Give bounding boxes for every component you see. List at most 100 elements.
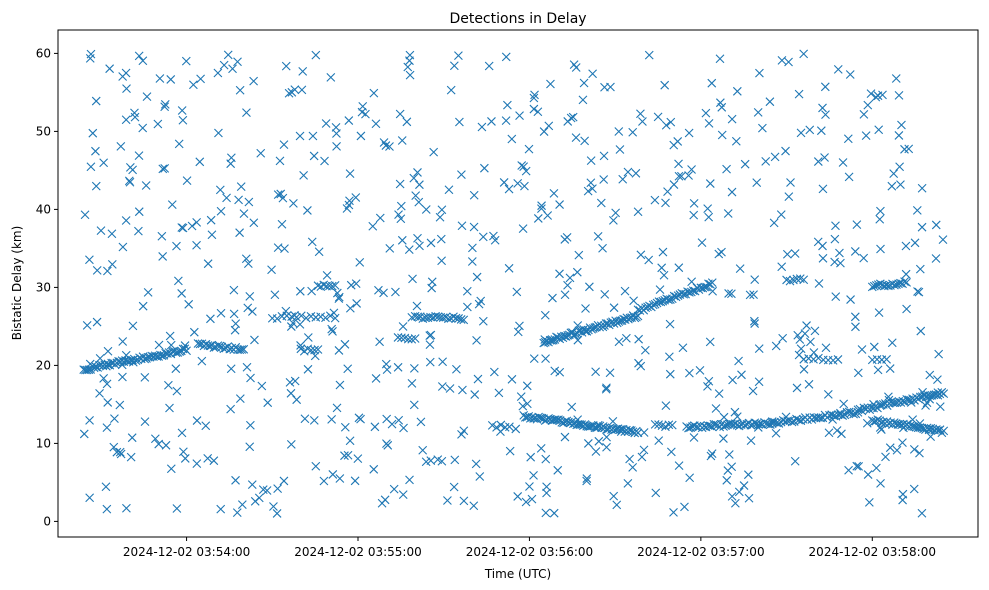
data-point <box>125 163 135 172</box>
data-point <box>85 415 94 425</box>
data-point <box>882 354 891 364</box>
data-point <box>232 508 242 518</box>
data-point <box>658 247 668 257</box>
data-point <box>254 493 264 503</box>
data-point <box>861 131 871 140</box>
data-point <box>225 344 235 354</box>
data-point <box>319 280 329 290</box>
data-point <box>351 279 361 289</box>
x-tick-label: 2024-12-02 03:56:00 <box>466 545 593 559</box>
data-point <box>91 146 100 156</box>
data-point <box>891 74 901 83</box>
data-point <box>787 417 797 427</box>
data-point <box>634 334 644 344</box>
data-point <box>518 401 528 411</box>
data-point <box>141 181 151 190</box>
data-point <box>276 189 286 199</box>
data-point <box>457 430 466 439</box>
data-point <box>352 299 362 308</box>
data-point <box>273 190 283 200</box>
data-point <box>353 454 363 464</box>
data-point <box>125 177 135 187</box>
data-point <box>334 294 344 303</box>
data-point <box>177 289 187 298</box>
data-point <box>239 209 249 219</box>
data-point <box>505 422 514 432</box>
data-point <box>882 280 891 290</box>
data-point <box>80 210 90 220</box>
data-point <box>298 66 308 76</box>
data-point <box>900 277 909 287</box>
data-point <box>636 250 646 260</box>
data-point <box>393 362 403 372</box>
data-point <box>833 65 843 74</box>
data-point <box>623 478 633 488</box>
data-point <box>580 136 590 146</box>
x-tick-label: 2024-12-02 03:54:00 <box>123 545 250 559</box>
data-point <box>321 119 331 128</box>
data-point <box>525 482 534 491</box>
data-point <box>475 472 485 481</box>
data-point <box>245 442 255 452</box>
data-point <box>665 369 675 379</box>
data-point <box>426 238 436 248</box>
data-point <box>286 388 296 398</box>
data-point <box>824 428 834 438</box>
data-point <box>836 258 845 268</box>
data-point <box>599 175 609 184</box>
data-point <box>418 445 428 455</box>
data-point <box>342 204 352 213</box>
data-point <box>674 159 683 169</box>
data-point <box>171 364 181 374</box>
data-point <box>395 179 405 189</box>
data-point <box>505 446 515 456</box>
data-point <box>395 109 405 119</box>
data-point <box>138 123 148 133</box>
data-point <box>669 180 679 189</box>
data-point <box>458 385 467 395</box>
data-point <box>96 226 106 236</box>
data-point <box>650 419 660 429</box>
data-point <box>894 131 904 140</box>
data-point <box>541 354 550 363</box>
data-point <box>249 218 259 228</box>
data-point <box>157 231 167 241</box>
data-point <box>473 374 483 384</box>
data-point <box>160 100 170 109</box>
data-point <box>82 320 92 330</box>
data-point <box>754 377 764 387</box>
data-point <box>155 74 165 83</box>
data-point <box>902 304 911 314</box>
data-point <box>633 428 643 438</box>
data-point <box>666 447 676 457</box>
data-point <box>921 401 930 410</box>
data-point <box>902 278 911 287</box>
data-point <box>262 486 272 495</box>
data-point <box>707 449 717 459</box>
data-point <box>876 425 886 434</box>
data-point <box>462 286 472 296</box>
data-point <box>207 230 217 240</box>
data-point <box>237 500 247 509</box>
data-point <box>158 164 168 174</box>
data-point <box>192 217 202 227</box>
data-point <box>233 57 242 67</box>
data-point <box>897 120 906 130</box>
data-point <box>735 264 745 274</box>
data-point <box>722 475 732 485</box>
data-point <box>343 364 353 374</box>
data-point <box>544 121 554 131</box>
data-point <box>118 242 128 252</box>
data-point <box>247 480 257 490</box>
data-point <box>249 76 259 86</box>
data-point <box>555 269 564 279</box>
data-point <box>95 389 104 398</box>
data-point <box>608 416 618 426</box>
data-point <box>327 281 337 291</box>
data-point <box>449 312 458 322</box>
data-point <box>910 238 920 248</box>
data-point <box>863 470 873 479</box>
data-point <box>86 162 96 172</box>
data-point <box>299 170 309 180</box>
data-point <box>770 152 780 162</box>
